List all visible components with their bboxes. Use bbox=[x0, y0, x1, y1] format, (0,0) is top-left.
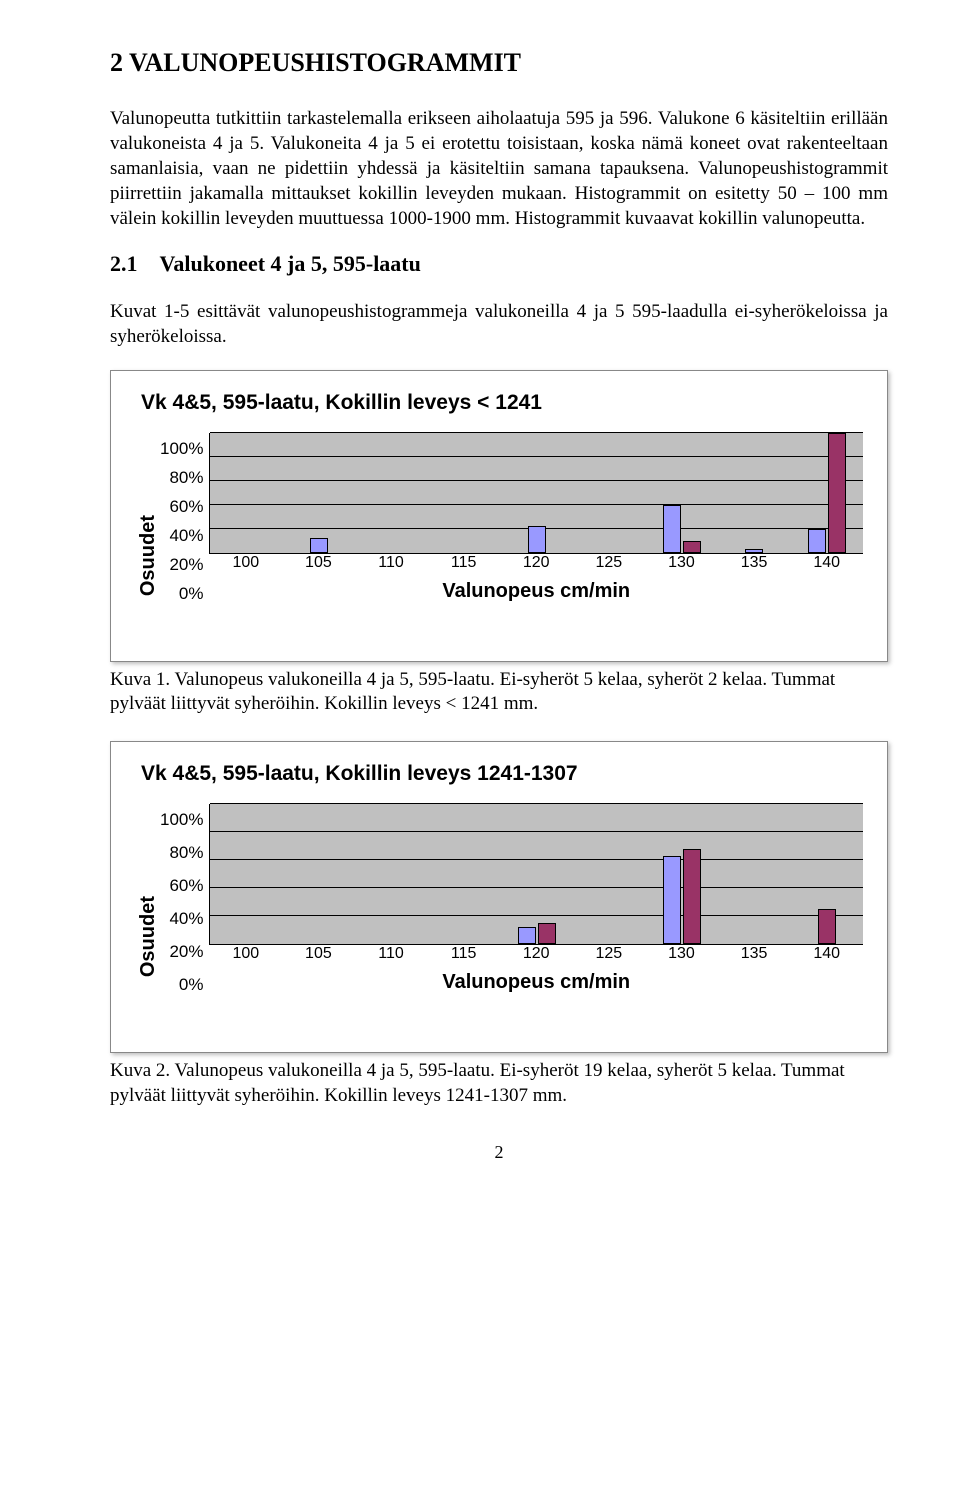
y-tick: 100% bbox=[160, 811, 203, 828]
x-tick: 125 bbox=[573, 945, 646, 963]
bar-group bbox=[283, 804, 356, 944]
bar-group bbox=[428, 433, 501, 553]
bar-group bbox=[645, 433, 718, 553]
chart-2-title: Vk 4&5, 595-laatu, Kokillin leveys 1241-… bbox=[141, 762, 863, 786]
x-tick: 140 bbox=[790, 554, 863, 572]
paragraph-2: Kuvat 1-5 esittävät valunopeushistogramm… bbox=[110, 299, 888, 349]
x-tick: 115 bbox=[427, 554, 500, 572]
x-tick: 100 bbox=[209, 554, 282, 572]
y-tick: 0% bbox=[179, 976, 204, 993]
x-tick: 135 bbox=[718, 945, 791, 963]
bar-group bbox=[790, 433, 863, 553]
chart-2-xlabel: Valunopeus cm/min bbox=[209, 971, 863, 994]
y-tick: 40% bbox=[169, 526, 203, 543]
bar-group bbox=[645, 804, 718, 944]
x-tick: 115 bbox=[427, 945, 500, 963]
bar-group bbox=[355, 804, 428, 944]
bar-group bbox=[500, 433, 573, 553]
figure-1-caption: Kuva 1. Valunopeus valukoneilla 4 ja 5, … bbox=[110, 668, 888, 717]
bar-series-2 bbox=[538, 923, 556, 944]
y-tick: 20% bbox=[169, 943, 203, 960]
x-tick: 105 bbox=[282, 945, 355, 963]
x-tick: 135 bbox=[718, 554, 791, 572]
x-tick: 140 bbox=[790, 945, 863, 963]
x-tick: 125 bbox=[573, 554, 646, 572]
bar-series-1 bbox=[518, 927, 536, 944]
paragraph-1: Valunopeutta tutkittiin tarkastelemalla … bbox=[110, 106, 888, 231]
section-heading: 2 VALUNOPEUSHISTOGRAMMIT bbox=[110, 48, 888, 78]
bar-group bbox=[210, 433, 283, 553]
bar-series-1 bbox=[310, 538, 328, 552]
chart-1-xlabel: Valunopeus cm/min bbox=[209, 580, 863, 603]
x-tick: 105 bbox=[282, 554, 355, 572]
bar-group bbox=[210, 804, 283, 944]
bar-group bbox=[428, 804, 501, 944]
bar-group bbox=[573, 433, 646, 553]
bar-series-1 bbox=[808, 529, 826, 553]
subsection-heading: 2.1 Valukoneet 4 ja 5, 595-laatu bbox=[110, 251, 888, 277]
page-number: 2 bbox=[110, 1142, 888, 1163]
bar-series-2 bbox=[828, 433, 846, 553]
bar-group bbox=[718, 804, 791, 944]
subsection-title: Valukoneet 4 ja 5, 595-laatu bbox=[160, 251, 421, 276]
bar-series-2 bbox=[683, 541, 701, 553]
bar-group bbox=[790, 804, 863, 944]
bar-group bbox=[283, 433, 356, 553]
bar-series-1 bbox=[745, 549, 763, 553]
x-tick: 130 bbox=[645, 554, 718, 572]
chart-1-ylabel: Osuudet bbox=[135, 473, 160, 596]
bar-group bbox=[355, 433, 428, 553]
y-tick: 100% bbox=[160, 439, 203, 456]
chart-2-plot bbox=[209, 804, 863, 945]
chart-1-plot bbox=[209, 433, 863, 554]
y-tick: 80% bbox=[169, 468, 203, 485]
x-tick: 120 bbox=[500, 945, 573, 963]
bar-group bbox=[718, 433, 791, 553]
bar-series-2 bbox=[683, 849, 701, 944]
chart-1-xticks: 100105110115120125130135140 bbox=[209, 554, 863, 572]
x-tick: 130 bbox=[645, 945, 718, 963]
subsection-number: 2.1 bbox=[110, 251, 138, 276]
y-tick: 60% bbox=[169, 877, 203, 894]
y-tick: 60% bbox=[169, 497, 203, 514]
bar-group bbox=[500, 804, 573, 944]
chart-2-yaxis: 100% 80% 60% 40% 20% 0% bbox=[160, 804, 209, 1028]
x-tick: 100 bbox=[209, 945, 282, 963]
bar-series-1 bbox=[663, 856, 681, 944]
x-tick: 110 bbox=[355, 554, 428, 572]
y-tick: 80% bbox=[169, 844, 203, 861]
chart-2: Vk 4&5, 595-laatu, Kokillin leveys 1241-… bbox=[110, 741, 888, 1053]
y-tick: 0% bbox=[179, 584, 204, 601]
y-tick: 40% bbox=[169, 910, 203, 927]
y-tick: 20% bbox=[169, 555, 203, 572]
chart-1: Vk 4&5, 595-laatu, Kokillin leveys < 124… bbox=[110, 370, 888, 662]
x-tick: 110 bbox=[355, 945, 428, 963]
bar-series-1 bbox=[528, 526, 546, 552]
bar-series-2 bbox=[818, 909, 836, 944]
chart-1-yaxis: 100% 80% 60% 40% 20% 0% bbox=[160, 433, 209, 637]
bar-group bbox=[573, 804, 646, 944]
bar-series-1 bbox=[663, 505, 681, 553]
figure-2-caption: Kuva 2. Valunopeus valukoneilla 4 ja 5, … bbox=[110, 1059, 888, 1108]
chart-2-ylabel: Osuudet bbox=[135, 854, 160, 977]
x-tick: 120 bbox=[500, 554, 573, 572]
chart-2-xticks: 100105110115120125130135140 bbox=[209, 945, 863, 963]
chart-1-title: Vk 4&5, 595-laatu, Kokillin leveys < 124… bbox=[141, 391, 863, 415]
